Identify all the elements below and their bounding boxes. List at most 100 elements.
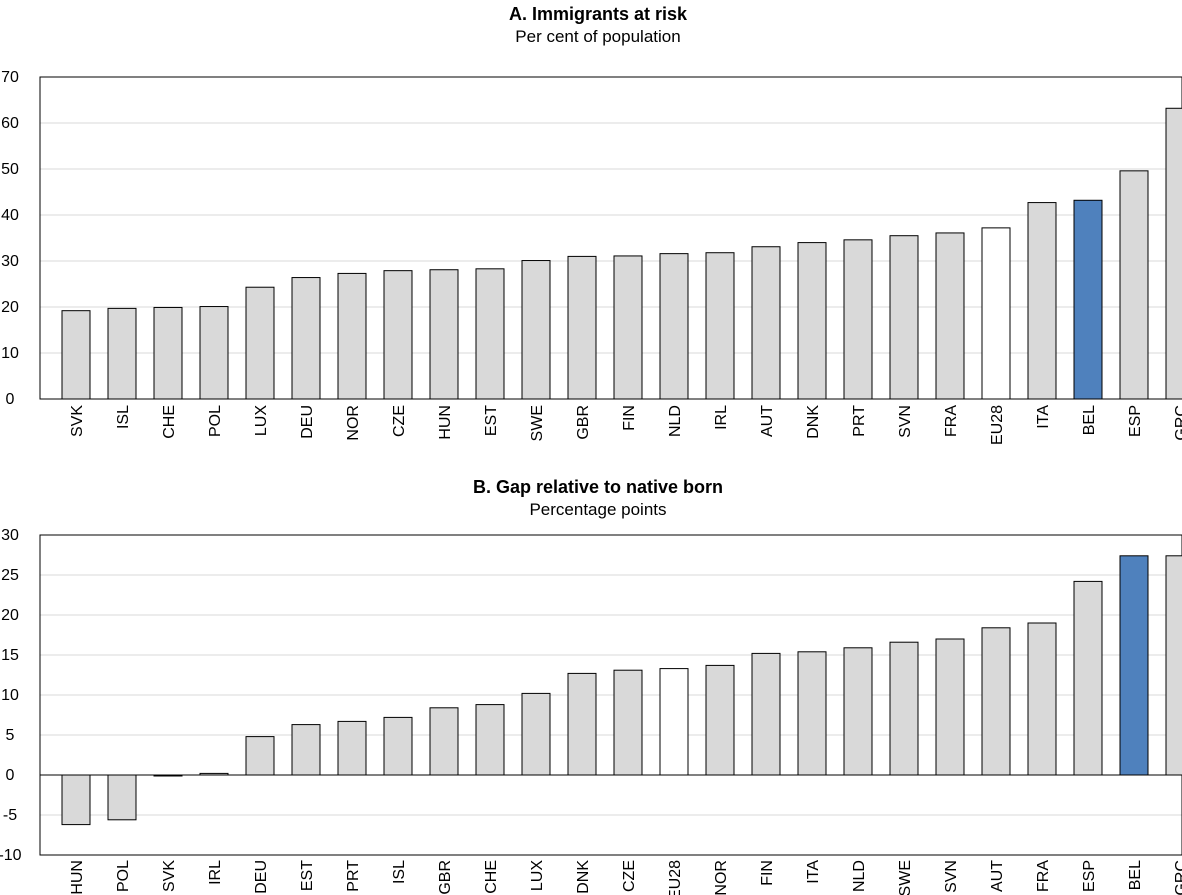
bar-aut [981, 627, 1011, 776]
x-tick-label: BEL [1127, 860, 1144, 890]
x-tick-label: PRT [345, 860, 362, 892]
bar-hun [429, 269, 459, 400]
x-tick-label: CZE [391, 405, 408, 437]
bar-fin [613, 255, 643, 400]
x-tick-label: LUX [253, 405, 270, 436]
y-tick-label: 70 [1, 69, 19, 86]
panel-b-subtitle: Percentage points [529, 500, 666, 519]
x-tick-label: EU28 [989, 405, 1006, 445]
x-tick-label: SWE [529, 405, 546, 441]
bar-cze [613, 669, 643, 776]
panel-b-title: B. Gap relative to native born [473, 477, 723, 497]
x-tick-label: FRA [943, 405, 960, 437]
bar-fin [751, 652, 781, 776]
x-tick-label: DEU [253, 860, 270, 894]
bar-eu28 [659, 668, 689, 776]
x-tick-label: GRC [1173, 860, 1182, 895]
bar-bel [1119, 555, 1149, 776]
x-tick-label: NOR [345, 405, 362, 441]
bar-cze [383, 270, 413, 400]
x-tick-label: HUN [69, 860, 86, 895]
bar-grc [1165, 555, 1182, 776]
bar-ita [1027, 202, 1057, 400]
y-tick-label: 30 [1, 253, 19, 270]
bar-gbr [429, 707, 459, 776]
x-tick-label: POL [115, 860, 132, 892]
x-tick-label: ESP [1081, 860, 1098, 892]
y-tick-label: 20 [1, 299, 19, 316]
bar-lux [521, 692, 551, 776]
x-tick-label: HUN [437, 405, 454, 440]
bar-est [291, 724, 321, 776]
bar-nld [659, 253, 689, 400]
bar-esp [1119, 170, 1149, 400]
y-tick-label: 5 [6, 727, 15, 744]
x-tick-label: AUT [759, 405, 776, 437]
x-tick-label: IRL [207, 860, 224, 885]
y-tick-label: 60 [1, 115, 19, 132]
x-tick-label: PRT [851, 405, 868, 437]
x-tick-label: CZE [621, 860, 638, 892]
x-tick-label: DEU [299, 405, 316, 439]
y-tick-label: 30 [1, 527, 19, 544]
panel-a-title: A. Immigrants at risk [509, 4, 688, 24]
bar-svn [889, 235, 919, 400]
bar-svn [935, 638, 965, 776]
bar-irl [705, 252, 735, 400]
bar-pol [107, 774, 137, 821]
y-tick-label: -10 [0, 847, 22, 864]
bar-pol [199, 306, 229, 400]
y-tick-label: 10 [1, 687, 19, 704]
x-tick-label: SVK [69, 405, 86, 437]
bar-nor [337, 272, 367, 400]
bar-prt [843, 239, 873, 400]
x-tick-label: EU28 [667, 860, 684, 895]
y-tick-label: -5 [3, 807, 17, 824]
y-tick-label: 10 [1, 345, 19, 362]
x-tick-label: ISL [115, 405, 132, 429]
y-tick-label: 0 [6, 391, 15, 408]
bar-svk [153, 774, 183, 777]
x-tick-label: SVN [943, 860, 960, 893]
bar-fra [935, 232, 965, 400]
bar-swe [521, 260, 551, 400]
bar-swe [889, 641, 919, 776]
bar-isl [383, 716, 413, 776]
x-tick-label: NLD [851, 860, 868, 892]
bar-che [153, 306, 183, 400]
x-tick-label: DNK [805, 405, 822, 439]
bar-aut [751, 246, 781, 400]
bar-deu [291, 277, 321, 400]
y-tick-label: 40 [1, 207, 19, 224]
x-tick-label: IRL [713, 405, 730, 430]
x-tick-label: ITA [805, 860, 822, 884]
x-tick-label: FIN [759, 860, 776, 886]
bar-lux [245, 286, 275, 400]
x-tick-label: SVK [161, 860, 178, 892]
bar-esp [1073, 580, 1103, 776]
bar-eu28 [981, 227, 1011, 400]
x-tick-label: ESP [1127, 405, 1144, 437]
bar-che [475, 704, 505, 776]
y-tick-label: 50 [1, 161, 19, 178]
x-tick-label: NOR [713, 860, 730, 895]
bar-grc [1165, 107, 1182, 400]
x-tick-label: EST [483, 405, 500, 436]
panel-a-plot: 0 10 20 30 40 50 60 70 SVK ISL CHE POL LUX DEU NOR CZE H… [1, 69, 1182, 445]
x-tick-label: CHE [161, 405, 178, 439]
x-tick-label: GRC [1173, 405, 1182, 441]
bar-nor [705, 664, 735, 776]
bar-isl [107, 307, 137, 400]
x-tick-label: NLD [667, 405, 684, 437]
plot-frame [39, 76, 1182, 400]
x-tick-label: LUX [529, 860, 546, 891]
x-tick-label: BEL [1081, 405, 1098, 435]
bar-nld [843, 647, 873, 776]
panel-a-subtitle: Per cent of population [515, 27, 680, 46]
bar-svk [61, 310, 91, 400]
x-tick-label: ISL [391, 860, 408, 884]
bar-dnk [797, 242, 827, 400]
x-tick-label: ITA [1035, 405, 1052, 429]
panel-b-plot: -10 -5 0 5 10 15 20 25 30 HUN POL SVK IRL DEU EST PRT IS… [0, 527, 1182, 895]
